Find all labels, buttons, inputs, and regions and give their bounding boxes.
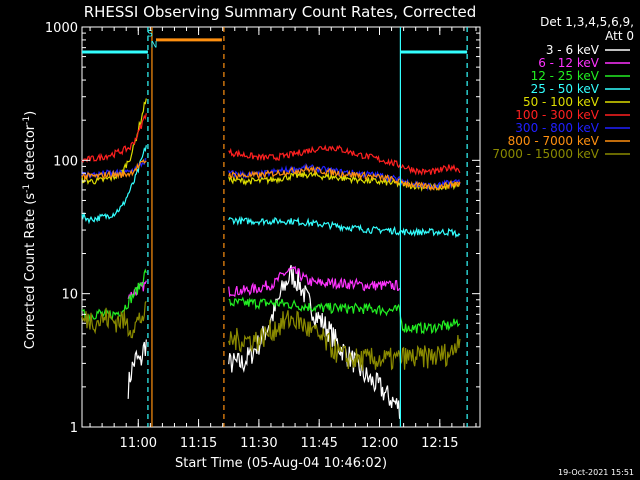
flag-label-1: N: [151, 41, 158, 51]
x-tick-label-1: 11:15: [180, 436, 217, 451]
x-axis-label: Start Time (05-Aug-04 10:46:02): [175, 456, 387, 471]
y-axis-label-main: Corrected Count Rate (s: [23, 193, 38, 350]
series-line-100-300-kev-0: [81, 113, 147, 163]
series-layer: [81, 98, 461, 419]
plot-frame: [81, 26, 481, 428]
series-line-7000-15000-kev-0: [81, 300, 147, 339]
series-25-50-kev: [81, 145, 461, 239]
legend-label-0: 3 - 6 keV: [546, 43, 600, 57]
legend-header-line-1: Det 1,3,4,5,6,9,: [540, 15, 634, 29]
flag-label-0: S: [147, 29, 153, 39]
x-tick-label-0: 11:00: [120, 436, 157, 451]
series-line-3-6-kev-0: [127, 339, 147, 399]
x-axis: 11:00 11:15 11:30 11:45 12:00 12:15: [89, 27, 477, 451]
legend-label-5: 100 - 300 keV: [515, 108, 599, 122]
x-tick-label-3: 11:45: [300, 436, 337, 451]
y-tick-label-1: 10: [61, 288, 78, 303]
y-tick-label-0: 1: [70, 421, 78, 436]
plot-area: [81, 26, 481, 428]
y-tick-label-2: 100: [53, 154, 78, 169]
series-6-12-kev: [127, 265, 401, 299]
series-line-50-100-kev-1: [228, 170, 461, 192]
legend-label-6: 300 - 800 keV: [515, 121, 599, 135]
series-line-12-25-kev-1: [228, 296, 461, 335]
series-12-25-kev: [81, 268, 461, 335]
series-line-100-300-kev-1: [228, 144, 461, 176]
series-7000-15000-kev: [81, 300, 461, 371]
x-tick-label-2: 11:30: [240, 436, 277, 451]
y-axis: 1 10 100 1000: [45, 21, 480, 436]
series-line-25-50-kev-0: [81, 145, 147, 225]
series-line-50-100-kev-0: [81, 98, 147, 186]
series-line-6-12-kev-0: [127, 280, 147, 299]
date-stamp: 19-Oct-2021 15:51: [558, 468, 634, 477]
y-axis-label: Corrected Count Rate (s-1 detector-1): [22, 111, 38, 349]
chart-title: RHESSI Observing Summary Count Rates, Co…: [84, 3, 477, 21]
x-tick-label-4: 12:00: [361, 436, 398, 451]
series-line-800-7000-kev-1: [228, 164, 461, 192]
y-tick-label-3: 1000: [45, 21, 78, 36]
y-axis-label-end: ): [23, 111, 38, 116]
legend-label-7: 800 - 7000 keV: [508, 134, 600, 148]
legend-label-4: 50 - 100 keV: [523, 95, 600, 109]
series-100-300-kev: [81, 113, 461, 176]
legend-label-1: 6 - 12 keV: [538, 56, 600, 70]
series-line-25-50-kev-1: [228, 215, 461, 239]
legend-label-8: 7000 - 15000 keV: [492, 147, 599, 161]
series-line-7000-15000-kev-1: [228, 310, 461, 371]
overlay-layer: SN: [82, 27, 468, 427]
y-axis-label-sup2: -1: [22, 116, 32, 125]
series-line-12-25-kev-0: [81, 268, 147, 323]
x-tick-label-5: 12:15: [421, 436, 458, 451]
series-line-800-7000-kev-0: [81, 158, 147, 182]
y-axis-label-mid: detector: [23, 124, 38, 184]
series-line-6-12-kev-1: [228, 265, 401, 298]
legend-label-2: 12 - 25 keV: [531, 69, 600, 83]
y-axis-label-sup1: -1: [22, 184, 32, 193]
series-50-100-kev: [81, 98, 461, 192]
series-800-7000-kev: [81, 158, 461, 192]
legend-header-line-2: Att 0: [605, 29, 634, 43]
legend-label-3: 25 - 50 keV: [531, 82, 600, 96]
